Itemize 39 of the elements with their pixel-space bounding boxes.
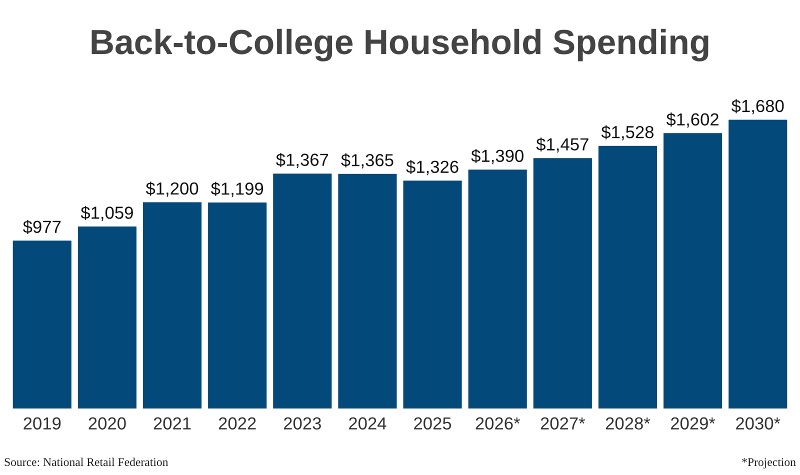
data-label: $1,528 [601,125,654,140]
x-tick-label: 2020 [88,417,126,430]
text: *Projection [742,458,796,468]
x-tick-label: 2019 [24,417,61,430]
x-tick-label: 2030* [736,417,780,430]
data-label: $1,326 [406,160,458,176]
data-label: $1,200 [146,182,198,197]
data-label: $1,365 [341,153,394,168]
x-tick-label: 2025 [414,417,452,430]
bar [273,174,332,408]
x-tick-label: 2028* [606,417,650,430]
bar [533,158,592,408]
data-label: $1,390 [471,148,524,164]
data-label: $1,457 [536,137,588,153]
source-note: Source: National Retail Federation [4,458,168,466]
data-label: $1,602 [666,112,718,128]
data-label: $1,059 [80,206,133,221]
bar [664,133,722,408]
chart-title: Back-to-College Household Spending [92,28,708,62]
bar [142,202,202,408]
bar [12,240,72,408]
bar [338,174,397,408]
bar [78,226,136,408]
bar [208,202,267,408]
x-tick-label: 2024 [349,417,386,430]
data-label: $1,199 [210,182,264,197]
x-tick-label: 2023 [284,417,321,430]
bar [468,170,527,408]
data-label: $1,367 [276,152,328,168]
x-tick-label: 2026* [476,417,520,430]
x-tick-label: 2027* [540,417,586,430]
bar [403,180,462,408]
bar [598,146,658,408]
x-tick-label: 2029* [670,417,716,430]
x-tick-label: 2022 [218,417,256,430]
bar [728,120,788,408]
data-label: $1,680 [732,99,784,114]
data-label: $977 [23,220,61,234]
x-tick-label: 2021 [154,417,191,430]
